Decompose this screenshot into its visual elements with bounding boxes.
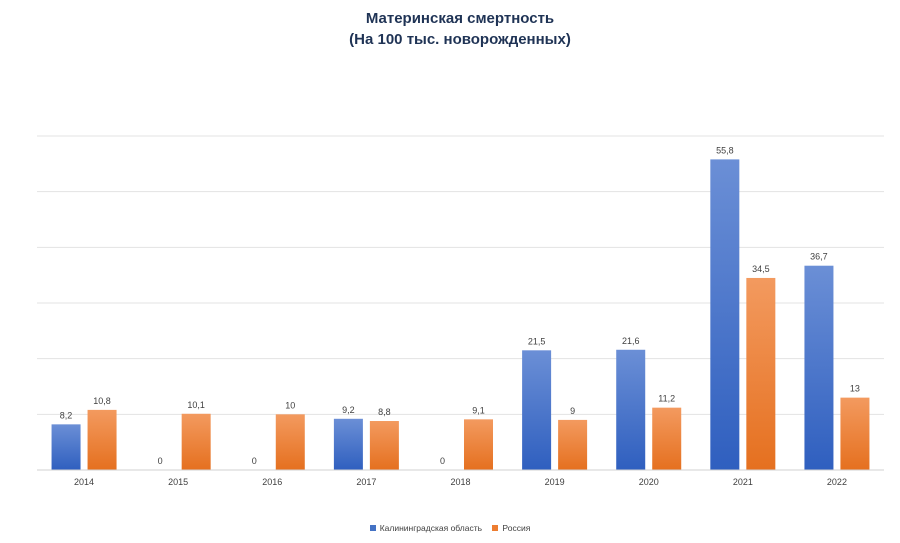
legend-label-kaliningrad: Калининградская область [379, 523, 483, 533]
chart-title-block: Материнская смертность (На 100 тыс. ново… [0, 8, 900, 50]
legend-swatch-russia [492, 525, 499, 531]
bar-russia-2021 [746, 277, 776, 470]
x-tick-label-2014: 2014 [74, 477, 94, 487]
bar-russia-2016 [275, 414, 305, 470]
data-label-russia-2016: 10 [285, 400, 295, 410]
data-label-russia-2019: 9 [570, 406, 575, 416]
bar-russia-2022 [840, 397, 870, 470]
data-label-kaliningrad-2014: 8,2 [60, 410, 73, 420]
bar-kaliningrad-2021 [710, 159, 740, 470]
data-label-kaliningrad-2022: 36,7 [810, 252, 828, 262]
bar-kaliningrad-2014 [51, 424, 81, 470]
x-tick-label-2016: 2016 [262, 477, 282, 487]
bar-russia-2019 [558, 419, 588, 470]
x-tick-label-2020: 2020 [639, 477, 659, 487]
chart-title: Материнская смертность [365, 10, 555, 27]
x-tick-label-2019: 2019 [545, 477, 565, 487]
bar-russia-2015 [181, 413, 211, 470]
data-label-kaliningrad-2020: 21,6 [622, 336, 640, 346]
x-tick-label-2017: 2017 [356, 477, 376, 487]
data-label-kaliningrad-2018: 0 [440, 456, 445, 466]
bar-kaliningrad-2020 [616, 349, 646, 470]
bar-kaliningrad-2022 [804, 265, 834, 470]
data-label-russia-2021: 34,5 [752, 264, 770, 274]
legend-item-kaliningrad: Калининградская область [369, 523, 483, 533]
bar-russia-2017 [369, 421, 399, 470]
data-label-kaliningrad-2019: 21,5 [528, 336, 546, 346]
chart-subtitle: (На 100 тыс. новорожденных) [349, 31, 571, 48]
data-label-russia-2017: 8,8 [378, 407, 391, 417]
data-label-russia-2015: 10,1 [187, 400, 205, 410]
data-label-russia-2014: 10,8 [93, 396, 111, 406]
data-label-russia-2020: 11,2 [658, 394, 675, 404]
legend-item-russia: Россия [492, 523, 530, 533]
data-label-kaliningrad-2017: 9,2 [342, 405, 355, 415]
bar-kaliningrad-2017 [333, 418, 363, 470]
x-tick-label-2021: 2021 [733, 477, 753, 487]
bar-russia-2018 [464, 419, 493, 470]
x-tick-label-2022: 2022 [827, 477, 847, 487]
data-label-russia-2022: 13 [850, 384, 860, 394]
x-tick-label-2015: 2015 [168, 477, 188, 487]
data-label-kaliningrad-2021: 55,8 [716, 145, 734, 155]
data-label-kaliningrad-2016: 0 [252, 456, 257, 466]
legend-label-russia: Россия [502, 523, 531, 533]
chart-legend: Калининградская область Россия [0, 523, 900, 533]
bar-kaliningrad-2019 [522, 350, 552, 470]
bar-russia-2020 [652, 407, 682, 470]
data-label-russia-2018: 9,1 [472, 405, 485, 415]
data-label-kaliningrad-2015: 0 [158, 456, 163, 466]
legend-swatch-kaliningrad [369, 525, 376, 531]
x-tick-label-2018: 2018 [450, 477, 470, 487]
bar-russia-2014 [87, 409, 117, 470]
